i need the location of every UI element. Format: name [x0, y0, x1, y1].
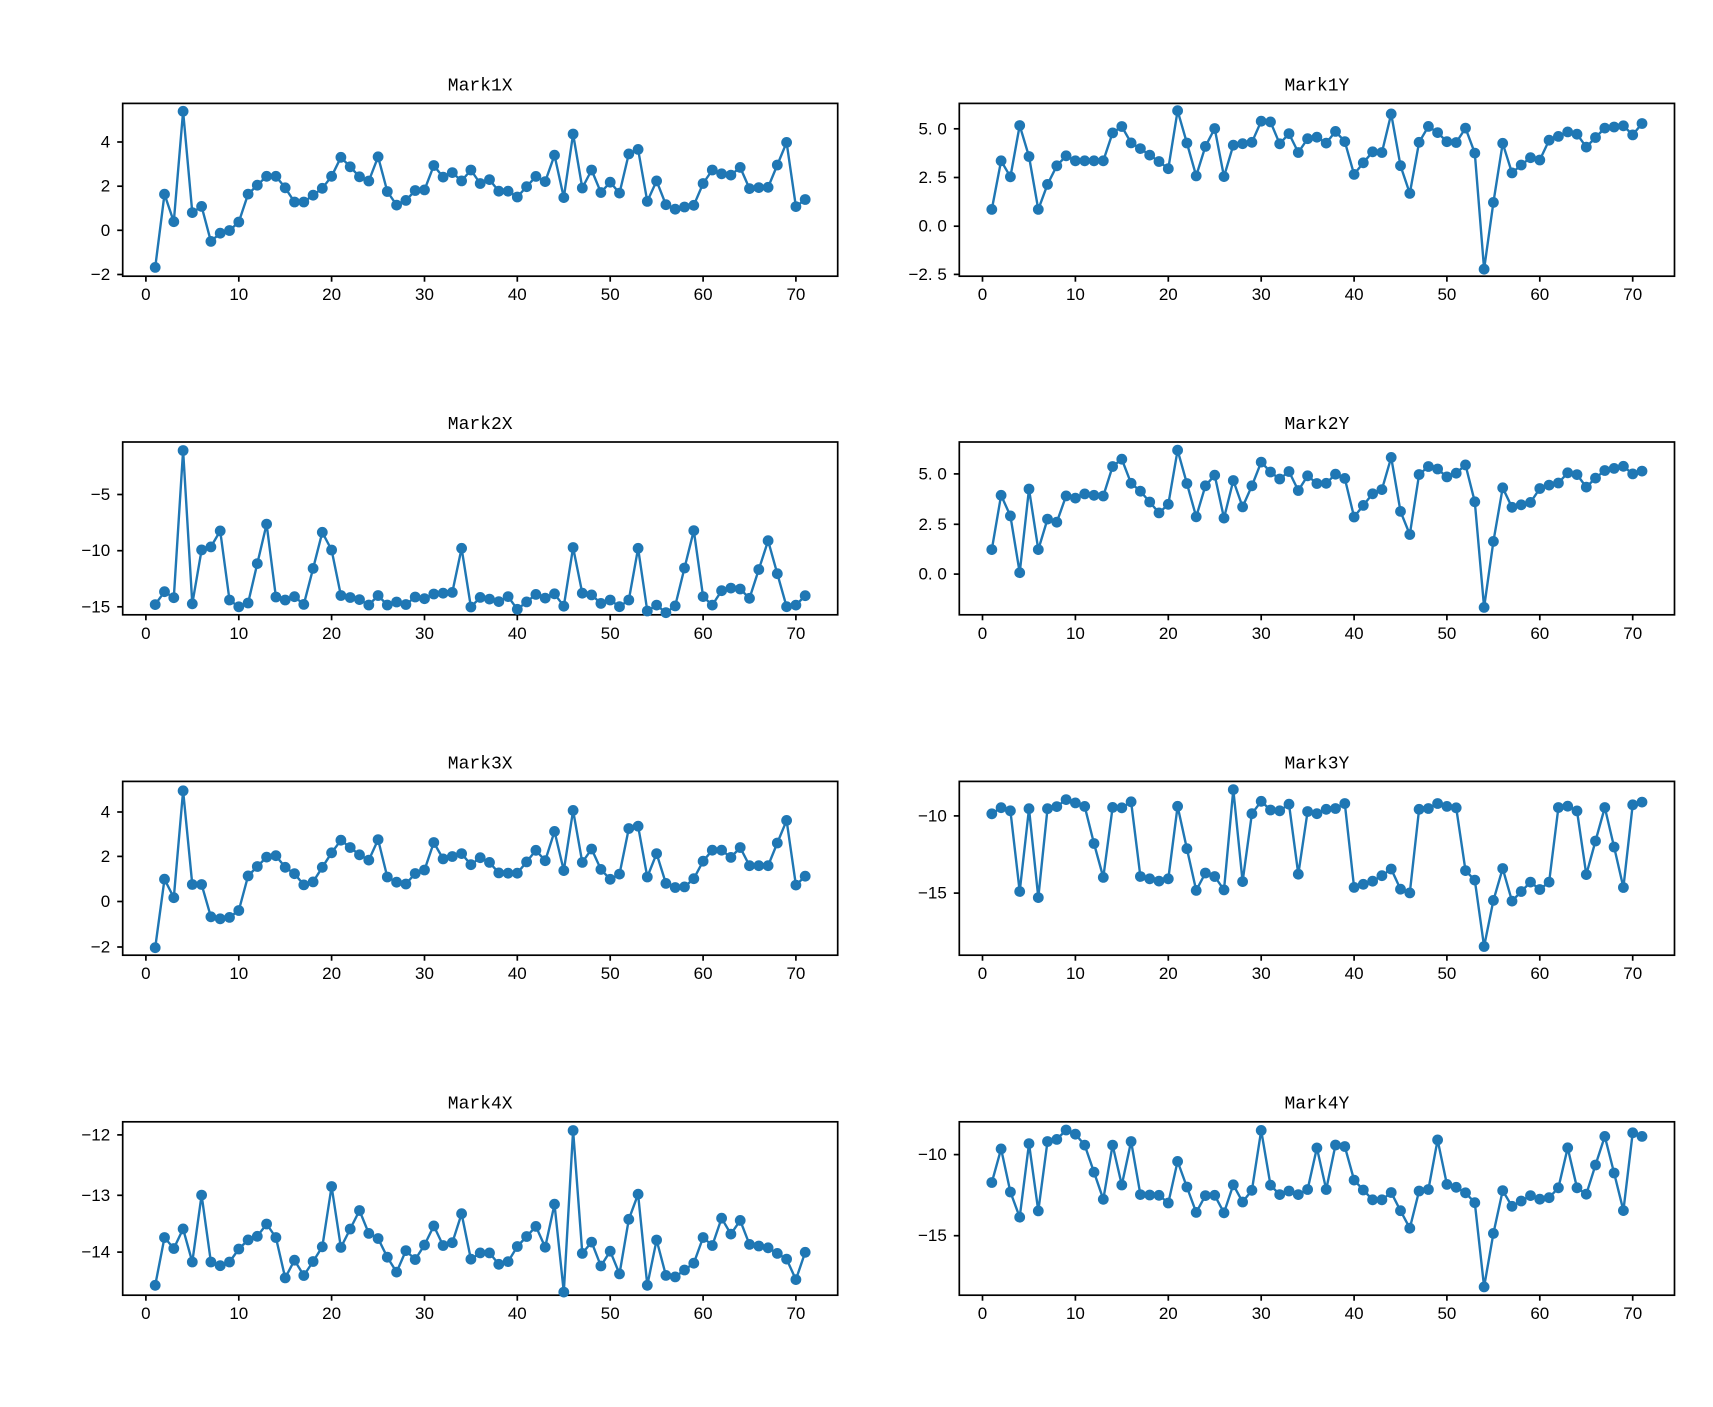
svg-text:−10: −10 [918, 806, 947, 825]
svg-text:0: 0 [978, 964, 987, 983]
svg-text:10: 10 [229, 285, 248, 304]
svg-text:Mark2X: Mark2X [448, 415, 513, 435]
svg-text:Mark4Y: Mark4Y [1284, 1095, 1349, 1115]
svg-text:−10: −10 [81, 541, 110, 560]
svg-text:Mark3Y: Mark3Y [1284, 754, 1349, 774]
svg-text:20: 20 [322, 964, 341, 983]
svg-text:70: 70 [786, 1304, 805, 1323]
svg-text:−12: −12 [81, 1125, 110, 1144]
svg-text:0: 0 [141, 1304, 150, 1323]
svg-text:60: 60 [1530, 964, 1549, 983]
svg-text:−10: −10 [918, 1145, 947, 1164]
svg-text:40: 40 [1345, 624, 1364, 643]
svg-text:2. 5: 2. 5 [918, 168, 946, 187]
svg-text:0: 0 [978, 285, 987, 304]
svg-text:Mark1X: Mark1X [448, 76, 513, 96]
svg-text:50: 50 [601, 1304, 620, 1323]
svg-text:10: 10 [229, 624, 248, 643]
svg-text:0: 0 [101, 221, 110, 240]
svg-text:20: 20 [322, 624, 341, 643]
svg-text:70: 70 [786, 964, 805, 983]
svg-text:50: 50 [1437, 624, 1456, 643]
svg-text:0: 0 [101, 892, 110, 911]
svg-text:−14: −14 [81, 1243, 110, 1262]
svg-text:60: 60 [1530, 624, 1549, 643]
svg-text:40: 40 [1345, 964, 1364, 983]
svg-text:4: 4 [101, 133, 110, 152]
svg-text:60: 60 [1530, 1304, 1549, 1323]
svg-text:10: 10 [1066, 964, 1085, 983]
svg-text:30: 30 [1252, 285, 1271, 304]
svg-text:2: 2 [101, 847, 110, 866]
svg-text:10: 10 [229, 1304, 248, 1323]
svg-text:50: 50 [1437, 285, 1456, 304]
svg-text:40: 40 [1345, 285, 1364, 304]
svg-text:60: 60 [694, 285, 713, 304]
svg-text:40: 40 [1345, 1304, 1364, 1323]
svg-text:50: 50 [1437, 964, 1456, 983]
svg-text:30: 30 [415, 964, 434, 983]
svg-text:Mark4X: Mark4X [448, 1095, 513, 1115]
svg-text:0: 0 [978, 624, 987, 643]
svg-text:2: 2 [101, 177, 110, 196]
svg-text:30: 30 [1252, 964, 1271, 983]
svg-text:0: 0 [141, 624, 150, 643]
svg-text:0: 0 [978, 1304, 987, 1323]
svg-text:Mark2Y: Mark2Y [1284, 415, 1349, 435]
svg-text:20: 20 [322, 1304, 341, 1323]
svg-text:−2: −2 [91, 265, 110, 284]
svg-text:70: 70 [1623, 285, 1642, 304]
svg-text:4: 4 [101, 803, 110, 822]
svg-text:−15: −15 [81, 597, 110, 616]
svg-text:20: 20 [322, 285, 341, 304]
svg-text:50: 50 [601, 964, 620, 983]
svg-text:30: 30 [1252, 1304, 1271, 1323]
svg-text:−2: −2 [91, 938, 110, 957]
svg-text:50: 50 [601, 285, 620, 304]
svg-text:50: 50 [601, 624, 620, 643]
svg-text:30: 30 [1252, 624, 1271, 643]
svg-text:0: 0 [141, 964, 150, 983]
svg-text:5. 0: 5. 0 [918, 464, 946, 483]
svg-text:40: 40 [508, 624, 527, 643]
svg-text:60: 60 [694, 1304, 713, 1323]
svg-text:70: 70 [786, 285, 805, 304]
svg-text:−15: −15 [918, 884, 947, 903]
svg-text:Mark3X: Mark3X [448, 754, 513, 774]
svg-text:2. 5: 2. 5 [918, 515, 946, 534]
svg-text:−5: −5 [91, 485, 110, 504]
svg-text:10: 10 [1066, 624, 1085, 643]
svg-text:Mark1Y: Mark1Y [1284, 76, 1349, 96]
svg-text:20: 20 [1159, 624, 1178, 643]
svg-text:70: 70 [1623, 1304, 1642, 1323]
svg-text:40: 40 [508, 964, 527, 983]
svg-text:0. 0: 0. 0 [918, 217, 946, 236]
svg-text:20: 20 [1159, 1304, 1178, 1323]
svg-text:70: 70 [1623, 624, 1642, 643]
svg-text:0: 0 [141, 285, 150, 304]
svg-text:20: 20 [1159, 285, 1178, 304]
svg-text:−2. 5: −2. 5 [909, 265, 947, 284]
svg-text:−13: −13 [81, 1186, 110, 1205]
svg-text:70: 70 [786, 624, 805, 643]
svg-text:60: 60 [694, 964, 713, 983]
svg-text:30: 30 [415, 1304, 434, 1323]
svg-text:60: 60 [694, 624, 713, 643]
svg-text:30: 30 [415, 624, 434, 643]
svg-text:40: 40 [508, 1304, 527, 1323]
svg-text:0. 0: 0. 0 [918, 565, 946, 584]
svg-text:5. 0: 5. 0 [918, 119, 946, 138]
svg-text:70: 70 [1623, 964, 1642, 983]
svg-text:60: 60 [1530, 285, 1549, 304]
svg-text:20: 20 [1159, 964, 1178, 983]
svg-text:10: 10 [1066, 1304, 1085, 1323]
svg-text:10: 10 [1066, 285, 1085, 304]
svg-text:−15: −15 [918, 1226, 947, 1245]
svg-text:50: 50 [1437, 1304, 1456, 1323]
svg-text:30: 30 [415, 285, 434, 304]
svg-text:40: 40 [508, 285, 527, 304]
svg-text:10: 10 [229, 964, 248, 983]
